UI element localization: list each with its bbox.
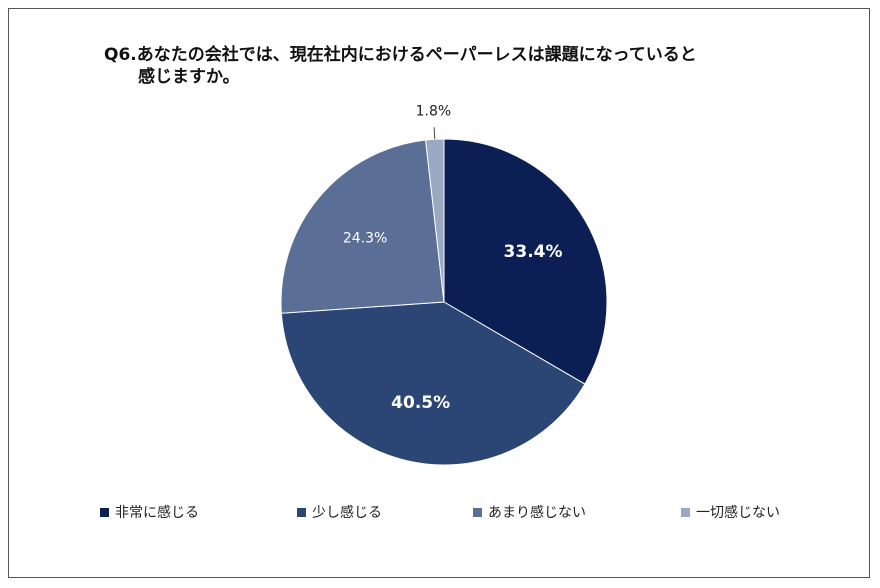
pie-label-not-at-all: 1.8% — [416, 103, 452, 119]
pie-label-not-much: 24.3% — [343, 230, 387, 246]
chart-title-line2: 感じますか。 — [138, 67, 240, 87]
chart-title-line1: Q6.あなたの会社では、現在社内におけるペーパーレスは課題になっていると — [104, 45, 697, 65]
legend-swatch-very — [100, 507, 109, 517]
pie-leader-line-not-at-all — [433, 127, 436, 140]
legend-item-very: 非常に感じる — [100, 502, 199, 522]
pie-label-somewhat: 40.5% — [391, 393, 450, 413]
legend-swatch-not-at-all — [681, 507, 690, 517]
legend-swatch-somewhat — [297, 507, 306, 517]
pie-slice-somewhat — [280, 301, 586, 466]
legend-item-not-at-all: 一切感じない — [681, 502, 780, 522]
legend-label-not-much: あまり感じない — [488, 505, 586, 521]
pie-slice-very — [443, 138, 608, 385]
pie-label-very: 33.4% — [504, 242, 563, 262]
pie-slice-not-much — [280, 139, 445, 314]
legend-label-not-at-all: 一切感じない — [696, 505, 780, 521]
legend-label-somewhat: 少し感じる — [312, 505, 382, 521]
pie-chart: 33.4% 40.5% 24.3% 1.8% — [280, 103, 608, 466]
legend-item-somewhat: 少し感じる — [297, 502, 382, 522]
legend-label-very: 非常に感じる — [115, 505, 199, 521]
legend-swatch-not-much — [473, 507, 482, 517]
chart-title: Q6.あなたの会社では、現在社内におけるペーパーレスは課題になっていると 感じま… — [104, 44, 824, 88]
legend-item-not-much: あまり感じない — [473, 502, 586, 522]
chart-legend: 非常に感じる 少し感じる あまり感じない 一切感じない — [0, 502, 880, 526]
